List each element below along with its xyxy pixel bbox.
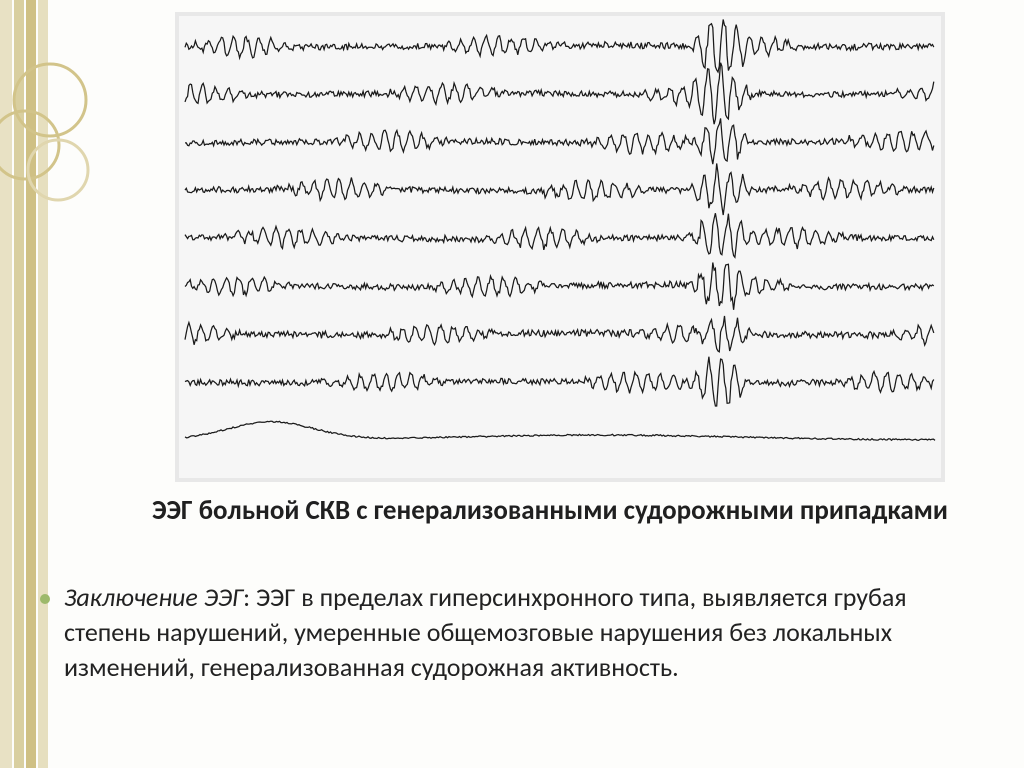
eeg-panel: [175, 12, 945, 482]
conclusion-text: Заключение ЭЭГ: ЭЭГ в пределах гиперсинх…: [64, 580, 995, 685]
conclusion-prefix: Заключение ЭЭГ: [64, 581, 243, 613]
conclusion-bullet: Заключение ЭЭГ: ЭЭГ в пределах гиперсинх…: [40, 580, 995, 685]
slide-root: ЭЭГ больной СКВ с генерализованными судо…: [0, 0, 1024, 768]
bullet-disc-icon: [40, 594, 50, 604]
figure-caption: ЭЭГ больной СКВ с генерализованными судо…: [100, 494, 1000, 527]
eeg-inner: [179, 16, 941, 478]
eeg-traces: [179, 16, 941, 478]
